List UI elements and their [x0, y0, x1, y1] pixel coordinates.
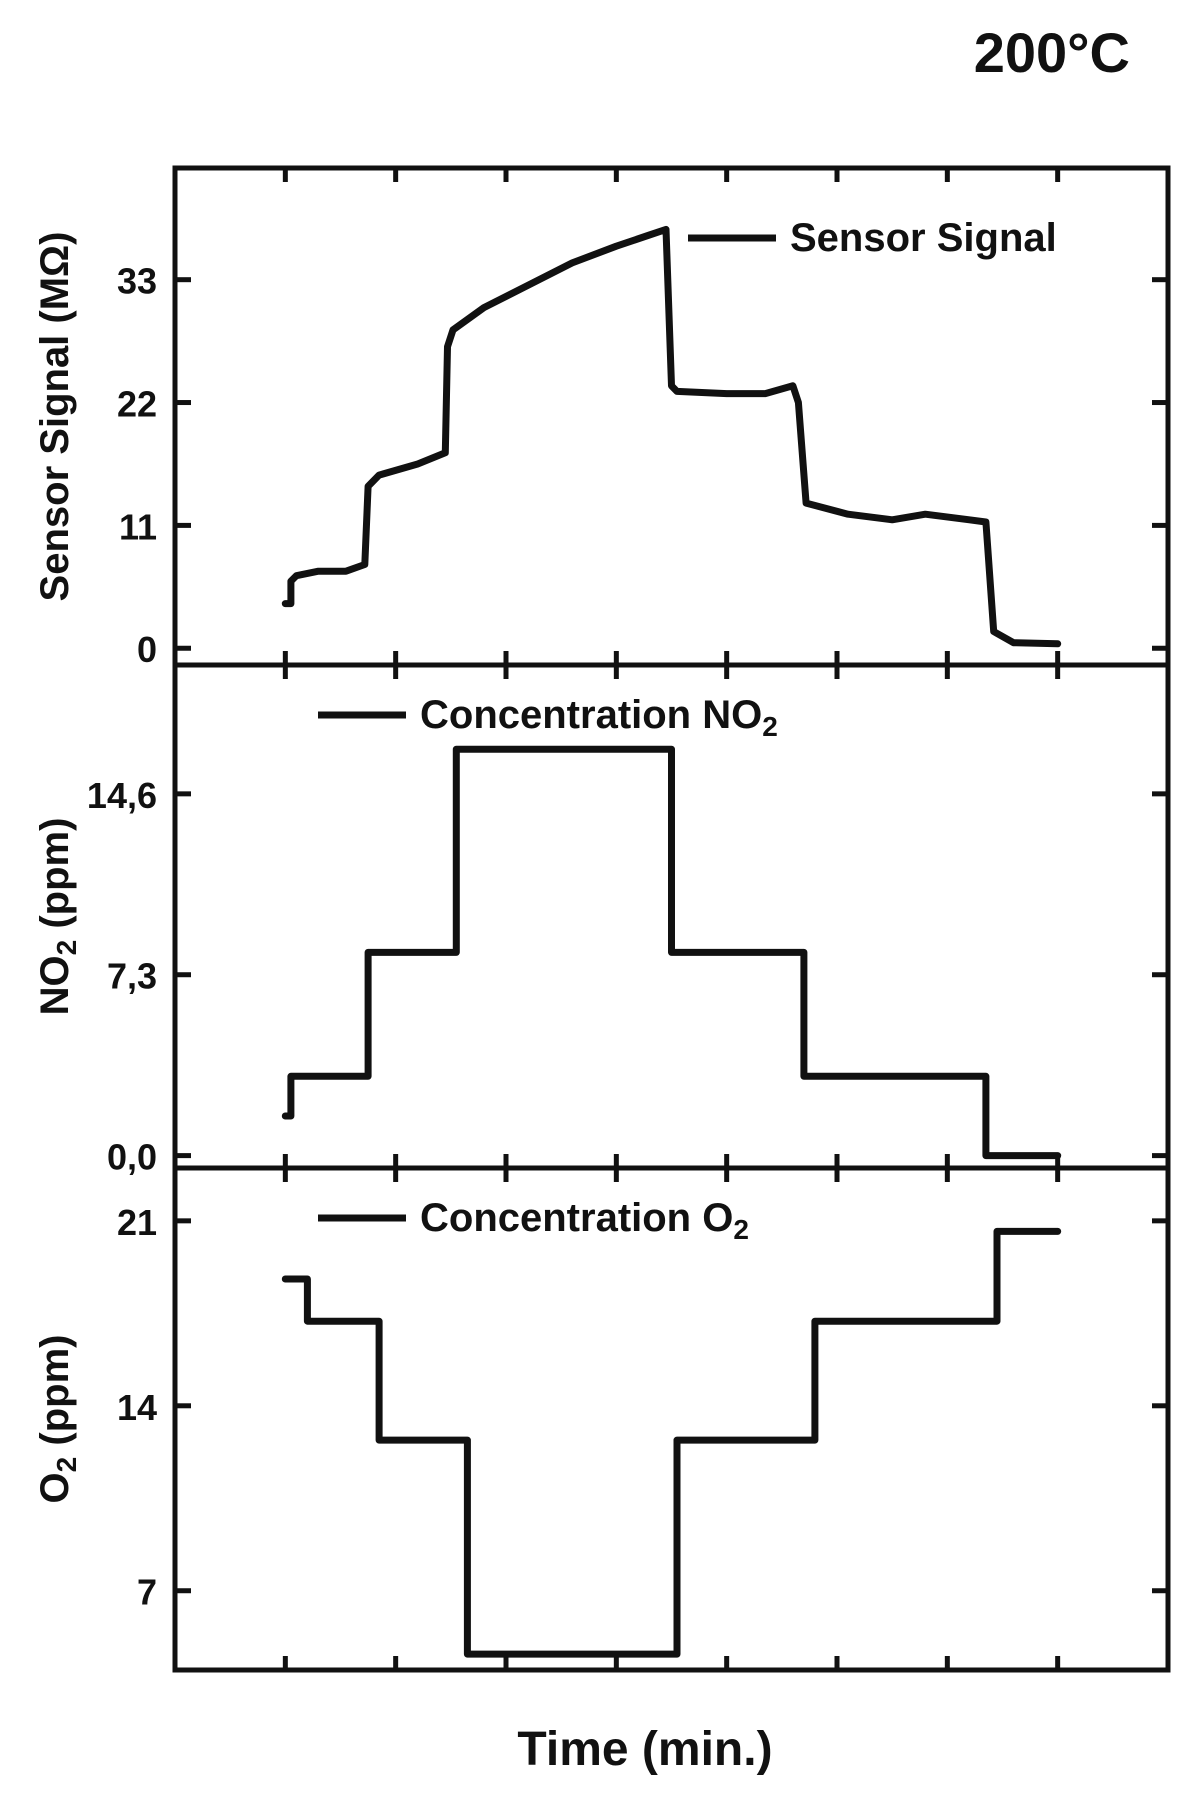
legend-label-bottom: Concentration O2	[420, 1196, 749, 1245]
y-tick-label-bottom: 7	[137, 1572, 157, 1613]
y-axis-label-middle: NO2 (ppm)	[33, 818, 82, 1016]
y-tick-label-middle: 0,0	[107, 1137, 157, 1178]
y-tick-label-middle: 7,3	[107, 956, 157, 997]
chart-panels: 0 11 22 33 Sensor Signal (MΩ) Sensor Signal 0,…	[33, 165, 1171, 1673]
figure-title: 200°C	[974, 21, 1130, 84]
y-tick-label-top: 11	[119, 506, 157, 547]
y-tick-label-top: 22	[117, 384, 157, 425]
y-tick-label-bottom: 21	[117, 1202, 157, 1243]
y-tick-label-top: 0	[137, 629, 157, 670]
y-axis-label-top: Sensor Signal (MΩ)	[33, 232, 77, 602]
y-tick-label-middle: 14,6	[87, 775, 157, 816]
legend-label-top: Sensor Signal	[790, 216, 1057, 260]
series-line-bottom	[281, 1227, 1062, 1658]
series-line-top	[281, 225, 1062, 648]
series-line-middle	[281, 745, 1062, 1160]
plot-frame-bottom	[172, 1165, 1171, 1673]
y-axis-label-bottom: O2 (ppm)	[33, 1335, 82, 1504]
y-tick-label-top: 33	[117, 261, 157, 302]
y-tick-label-bottom: 14	[117, 1387, 157, 1428]
x-axis-label: Time (min.)	[517, 1723, 772, 1776]
legend-label-middle: Concentration NO2	[420, 693, 778, 742]
